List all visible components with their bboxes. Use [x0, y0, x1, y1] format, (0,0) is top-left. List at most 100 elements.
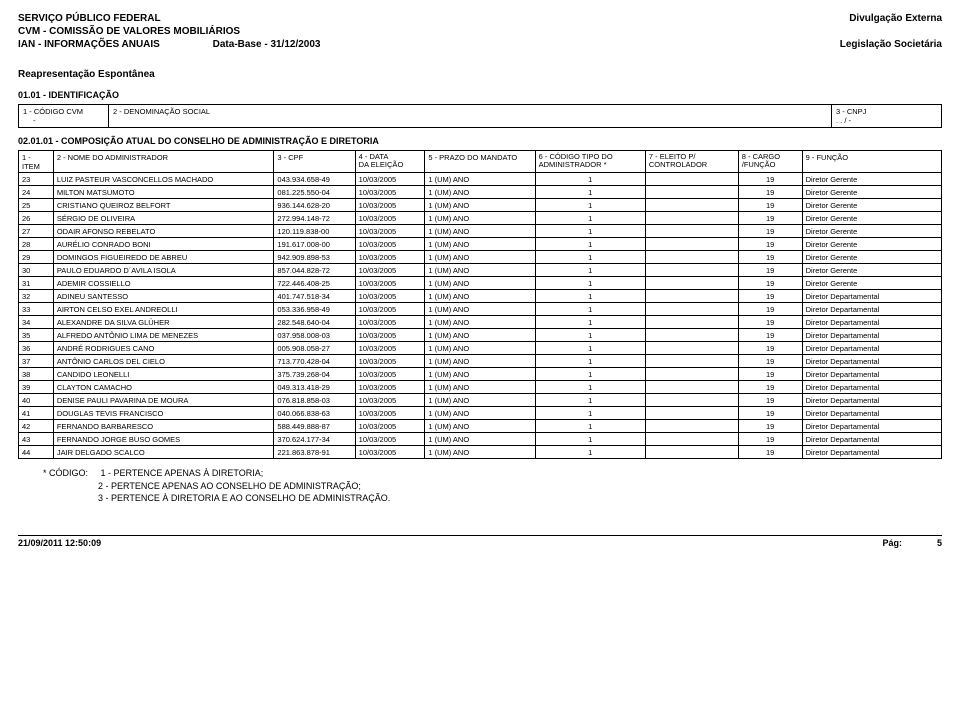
table-row: 31ADEMIR COSSIELLO722.446.408-2510/03/20…	[19, 277, 942, 290]
cell-funcao: Diretor Departamental	[802, 433, 941, 446]
cell-codigo: 1	[535, 290, 645, 303]
cell-cpf: 401.747.518-34	[274, 290, 355, 303]
table-row: 32ADINEU SANTESSO401.747.518-3410/03/200…	[19, 290, 942, 303]
cell-cargo: 19	[738, 290, 802, 303]
cell-cargo: 19	[738, 225, 802, 238]
cell-funcao: Diretor Gerente	[802, 225, 941, 238]
cell-codigo: 1	[535, 433, 645, 446]
cell-cpf: 053.336.958-49	[274, 303, 355, 316]
legend-label: * CÓDIGO:	[18, 467, 88, 480]
cell-codigo: 1	[535, 446, 645, 459]
cell-codigo: 1	[535, 329, 645, 342]
cell-eleito	[645, 277, 738, 290]
cell-eleito	[645, 407, 738, 420]
cell-cpf: 936.144.628-20	[274, 199, 355, 212]
table-row: 33AIRTON CELSO EXEL ANDREOLLI053.336.958…	[19, 303, 942, 316]
table-row: 44JAIR DELGADO SCALCO221.863.878-9110/03…	[19, 446, 942, 459]
cell-cpf: 081.225.550-04	[274, 186, 355, 199]
cell-item: 25	[19, 199, 54, 212]
cell-funcao: Diretor Gerente	[802, 199, 941, 212]
legend-line3: 3 - PERTENCE À DIRETORIA E AO CONSELHO D…	[98, 492, 942, 505]
cell-eleito	[645, 173, 738, 186]
cell-item: 38	[19, 368, 54, 381]
cell-funcao: Diretor Departamental	[802, 355, 941, 368]
table-row: 28AURÉLIO CONRADO BONI191.617.008-0010/0…	[19, 238, 942, 251]
cell-nome: CLAYTON CAMACHO	[53, 381, 274, 394]
cell-cargo: 19	[738, 329, 802, 342]
cell-cpf: 037.958.008-03	[274, 329, 355, 342]
cell-cargo: 19	[738, 420, 802, 433]
th-prazo: 5 - PRAZO DO MANDATO	[425, 151, 535, 173]
cell-cargo: 19	[738, 342, 802, 355]
cell-cargo: 19	[738, 264, 802, 277]
cell-codigo: 1	[535, 381, 645, 394]
cell-item: 34	[19, 316, 54, 329]
cell-funcao: Diretor Departamental	[802, 407, 941, 420]
cell-codigo: 1	[535, 199, 645, 212]
composicao-table: 1 - ITEM 2 - NOME DO ADMINISTRADOR 3 - C…	[18, 150, 942, 459]
th-cpf: 3 - CPF	[274, 151, 355, 173]
cell-cargo: 19	[738, 238, 802, 251]
cell-item: 31	[19, 277, 54, 290]
cell-data: 10/03/2005	[355, 238, 425, 251]
cell-cargo: 19	[738, 407, 802, 420]
cell-data: 10/03/2005	[355, 407, 425, 420]
cell-nome: SÉRGIO DE OLIVEIRA	[53, 212, 274, 225]
footer-timestamp: 21/09/2011 12:50:09	[18, 538, 101, 548]
cell-cpf: 722.446.408-25	[274, 277, 355, 290]
cell-funcao: Diretor Departamental	[802, 303, 941, 316]
cell-eleito	[645, 394, 738, 407]
id-col1: 1 - CÓDIGO CVM -	[19, 105, 109, 128]
cell-eleito	[645, 186, 738, 199]
header-line3: IAN - INFORMAÇÕES ANUAIS Data-Base - 31/…	[18, 38, 321, 51]
cell-eleito	[645, 433, 738, 446]
cell-eleito	[645, 212, 738, 225]
cell-cargo: 19	[738, 303, 802, 316]
cell-cargo: 19	[738, 355, 802, 368]
cell-cpf: 221.863.878-91	[274, 446, 355, 459]
page-footer: 21/09/2011 12:50:09 Pág: 5	[18, 535, 942, 548]
cell-codigo: 1	[535, 225, 645, 238]
table-row: 41DOUGLAS TEVIS FRANCISCO040.066.838-631…	[19, 407, 942, 420]
cell-data: 10/03/2005	[355, 173, 425, 186]
identificacao-table: 1 - CÓDIGO CVM - 2 - DENOMINAÇÃO SOCIAL …	[18, 104, 942, 128]
cell-nome: AIRTON CELSO EXEL ANDREOLLI	[53, 303, 274, 316]
cell-prazo: 1 (UM) ANO	[425, 277, 535, 290]
table-row: 37ANTÔNIO CARLOS DEL CIELO713.770.428-04…	[19, 355, 942, 368]
cell-cargo: 19	[738, 394, 802, 407]
cell-nome: DOMINGOS FIGUEIREDO DE ABREU	[53, 251, 274, 264]
cell-item: 30	[19, 264, 54, 277]
cell-data: 10/03/2005	[355, 420, 425, 433]
cell-data: 10/03/2005	[355, 251, 425, 264]
cell-prazo: 1 (UM) ANO	[425, 303, 535, 316]
cell-nome: JAIR DELGADO SCALCO	[53, 446, 274, 459]
table-row: 39CLAYTON CAMACHO049.313.418-2910/03/200…	[19, 381, 942, 394]
cell-item: 23	[19, 173, 54, 186]
cell-funcao: Diretor Departamental	[802, 342, 941, 355]
table-row: 23LUIZ PASTEUR VASCONCELLOS MACHADO043.9…	[19, 173, 942, 186]
cell-cpf: 191.617.008-00	[274, 238, 355, 251]
cell-cargo: 19	[738, 316, 802, 329]
legend-line1: 1 - PERTENCE APENAS À DIRETORIA;	[101, 468, 264, 478]
header-left: SERVIÇO PÚBLICO FEDERAL CVM - COMISSÃO D…	[18, 12, 321, 51]
cell-prazo: 1 (UM) ANO	[425, 316, 535, 329]
cell-cpf: 857.044.828-72	[274, 264, 355, 277]
cell-codigo: 1	[535, 355, 645, 368]
cell-cargo: 19	[738, 433, 802, 446]
cell-cargo: 19	[738, 446, 802, 459]
cell-nome: ADEMIR COSSIELLO	[53, 277, 274, 290]
cell-prazo: 1 (UM) ANO	[425, 225, 535, 238]
page-header: SERVIÇO PÚBLICO FEDERAL CVM - COMISSÃO D…	[18, 12, 942, 51]
header-right: Divulgação Externa Legislação Societária	[840, 12, 942, 51]
th-cargo: 8 - CARGO /FUNÇÃO	[738, 151, 802, 173]
cell-eleito	[645, 238, 738, 251]
cell-eleito	[645, 290, 738, 303]
cell-data: 10/03/2005	[355, 316, 425, 329]
header-line2: CVM - COMISSÃO DE VALORES MOBILIÁRIOS	[18, 25, 321, 38]
cell-prazo: 1 (UM) ANO	[425, 446, 535, 459]
cell-eleito	[645, 342, 738, 355]
table-row: 24MILTON MATSUMOTO081.225.550-0410/03/20…	[19, 186, 942, 199]
cell-nome: DENISE PAULI PAVARINA DE MOURA	[53, 394, 274, 407]
cell-cargo: 19	[738, 251, 802, 264]
cell-cpf: 588.449.888-87	[274, 420, 355, 433]
